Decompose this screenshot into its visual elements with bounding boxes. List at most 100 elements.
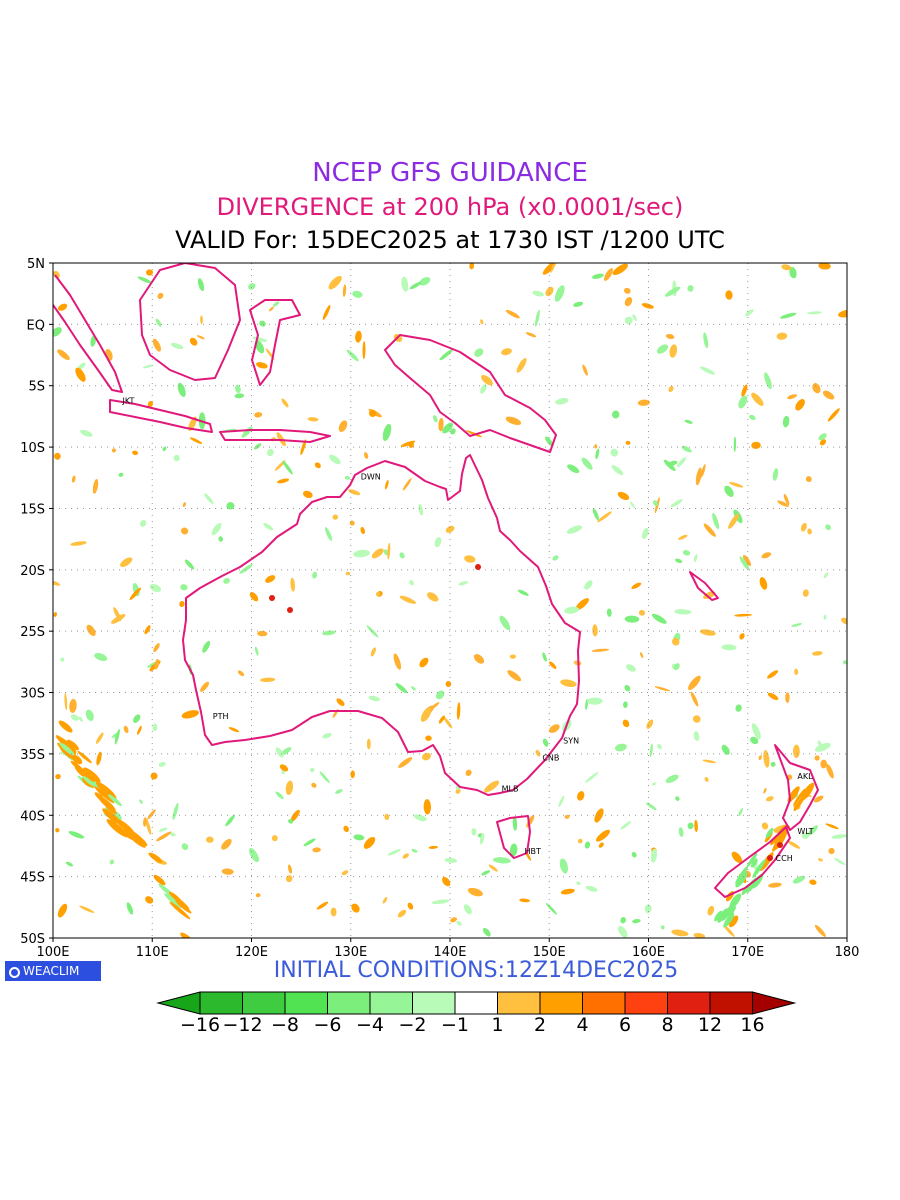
colorbar-label: 4 <box>576 1014 588 1036</box>
divergence-blob <box>255 893 261 898</box>
divergence-blob <box>363 836 376 849</box>
convergence-blob <box>383 549 389 556</box>
divergence-blob <box>827 408 840 422</box>
convergence-blob <box>724 485 734 497</box>
convergence-blob <box>197 278 205 292</box>
convergence-blob <box>770 761 776 767</box>
convergence-blob <box>139 799 143 804</box>
convergence-blob <box>545 436 554 447</box>
divergence-blob <box>787 840 801 849</box>
divergence-blob <box>108 794 122 807</box>
convergence-blob <box>211 522 222 536</box>
convergence-blob <box>458 581 469 586</box>
convergence-blob <box>401 276 409 292</box>
convergence-blob <box>631 851 637 858</box>
convergence-blob <box>170 342 184 350</box>
lat-label: 5N <box>27 257 45 272</box>
convergence-blob <box>567 464 580 474</box>
convergence-blob <box>288 818 294 824</box>
convergence-blob <box>656 344 669 354</box>
colorbar-swatch <box>284 991 328 1015</box>
weaclim-logo-icon <box>9 967 20 978</box>
convergence-blob <box>409 281 422 290</box>
convergence-blob <box>606 608 612 617</box>
colorbar-label: −8 <box>271 1014 299 1036</box>
convergence-blob <box>147 662 157 668</box>
divergence-blob <box>625 440 631 445</box>
lat-label: 35S <box>20 748 45 763</box>
divergence-blob <box>690 691 699 707</box>
divergence-blob <box>123 725 129 734</box>
divergence-blob <box>577 838 583 844</box>
convergence-blob <box>624 316 633 325</box>
divergence-blob <box>442 876 451 887</box>
convergence-blob <box>413 814 427 822</box>
lat-label: 40S <box>20 809 45 824</box>
divergence-field <box>53 263 847 938</box>
convergence-blob <box>239 564 253 574</box>
convergence-blob <box>225 814 235 827</box>
colorbar-label: 1 <box>491 1014 503 1036</box>
convergence-blob <box>693 554 698 563</box>
divergence-blob <box>129 587 141 601</box>
convergence-blob <box>114 728 120 745</box>
divergence-blob <box>328 275 342 290</box>
divergence-blob <box>638 609 646 616</box>
convergence-blob <box>353 549 370 558</box>
convergence-blob <box>65 861 74 867</box>
convergence-blob <box>181 843 189 851</box>
convergence-blob <box>611 410 620 419</box>
divergence-blob <box>703 591 716 599</box>
nz-south-island <box>714 826 791 898</box>
divergence-blob <box>725 290 733 300</box>
convergence-blob <box>259 320 266 327</box>
divergence-blob <box>488 864 498 872</box>
divergence-blob <box>624 296 633 307</box>
divergence-blob <box>300 439 307 456</box>
divergence-blob <box>54 452 61 460</box>
lat-label: EQ <box>27 318 45 333</box>
convergence-blob <box>542 738 549 747</box>
convergence-blob <box>387 849 401 856</box>
convergence-blob <box>319 771 330 784</box>
convergence-blob <box>681 445 692 453</box>
convergence-blob <box>834 857 846 866</box>
divergence-blob <box>735 871 748 888</box>
divergence-blob <box>427 592 439 602</box>
divergence-blob <box>525 332 537 338</box>
convergence-blob <box>456 920 462 926</box>
convergence-blob <box>555 398 569 405</box>
divergence-blob <box>279 764 289 772</box>
convergence-blob <box>620 821 632 830</box>
lat-lon-grid <box>53 263 847 938</box>
convergence-blob <box>329 454 341 465</box>
convergence-blob <box>687 822 694 830</box>
convergence-blob <box>493 857 511 864</box>
logo-text: WEACLIM <box>23 964 80 978</box>
convergence-blob <box>312 571 318 579</box>
divergence-blob <box>132 450 139 456</box>
convergence-blob <box>282 460 293 475</box>
city-label-wlt: WLT <box>797 827 813 836</box>
convergence-blob <box>584 772 599 783</box>
divergence-blob <box>104 803 117 814</box>
convergence-blob <box>675 796 680 801</box>
convergence-blob <box>90 335 96 347</box>
convergence-blob <box>249 847 259 863</box>
lon-label: 170E <box>731 945 764 960</box>
convergence-blob <box>823 572 829 579</box>
convergence-blob <box>353 834 365 841</box>
convergence-blob <box>226 502 235 510</box>
divergence-blob <box>763 787 767 794</box>
divergence-blob <box>154 658 160 670</box>
divergence-blob <box>348 489 361 496</box>
divergence-blob <box>767 692 779 701</box>
divergence-blob <box>58 720 73 733</box>
city-label-cch: CCH <box>776 854 793 863</box>
city-label-syn: SYN <box>563 736 579 745</box>
divergence-blob <box>287 864 293 874</box>
divergence-blob <box>153 643 160 653</box>
sulawesi-coast <box>249 299 301 386</box>
convergence-blob <box>172 802 179 820</box>
convergence-blob <box>721 744 730 755</box>
